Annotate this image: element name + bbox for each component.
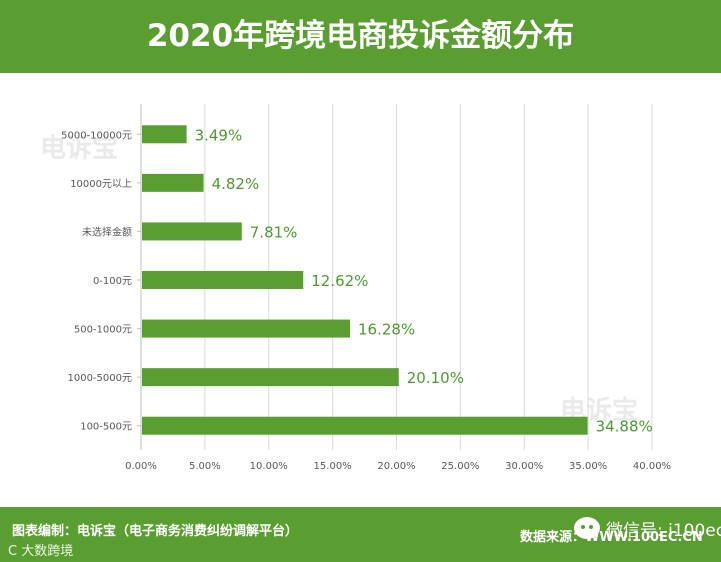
category-label: 500-1000元 bbox=[74, 325, 132, 336]
category-label: 100-500元 bbox=[80, 422, 132, 433]
chart-source-editor: 图表编制：电诉宝（电子商务消费纠纷调解平台） bbox=[12, 524, 299, 539]
category-label: 0-100元 bbox=[93, 276, 132, 287]
x-tick-label: 5.00% bbox=[189, 461, 221, 472]
category-label: 未选择金额 bbox=[82, 225, 132, 238]
wechat-badge: 微信号: i100ec bbox=[574, 516, 721, 541]
wechat-id: 微信号: i100ec bbox=[606, 520, 721, 541]
bar bbox=[142, 173, 204, 192]
x-tick-label: 30.00% bbox=[505, 461, 543, 472]
corner-watermark: C 大数跨境 bbox=[8, 544, 74, 559]
x-tick-label: 20.00% bbox=[377, 461, 415, 472]
value-label: 16.28% bbox=[358, 321, 415, 339]
x-tick-label: 40.00% bbox=[633, 461, 671, 472]
value-label: 3.49% bbox=[195, 126, 243, 144]
bar bbox=[142, 319, 350, 338]
page-title: 2020年跨境电商投诉金额分布 bbox=[146, 18, 575, 54]
value-label: 12.62% bbox=[311, 272, 368, 290]
value-label: 4.82% bbox=[212, 175, 260, 193]
header-band bbox=[0, 0, 721, 73]
data-source: 数据来源：WWW.100EC.CN bbox=[520, 530, 703, 545]
category-label: 1000-5000元 bbox=[67, 373, 132, 384]
x-tick-label: 10.00% bbox=[250, 461, 288, 472]
wechat-icon bbox=[574, 517, 600, 539]
bar-chart: 0.00% 5.00% 10.00% 15.00% 20.00% 25.00% 30.00%… bbox=[61, 104, 671, 472]
bar bbox=[142, 271, 304, 289]
category-label: 5000-10000元 bbox=[61, 130, 132, 141]
bar bbox=[142, 222, 242, 241]
footer-band bbox=[0, 507, 721, 562]
value-label: 20.10% bbox=[407, 369, 464, 387]
bar bbox=[142, 416, 588, 435]
bar bbox=[142, 125, 187, 144]
x-tick-label: 15.00% bbox=[314, 461, 352, 472]
value-label: 34.88% bbox=[596, 418, 653, 436]
category-label: 10000元以上 bbox=[70, 178, 132, 190]
x-tick-label: 35.00% bbox=[569, 461, 607, 472]
watermark-upper: 电诉宝 bbox=[40, 134, 119, 164]
x-tick-label: 25.00% bbox=[441, 461, 479, 472]
x-tick-label: 0.00% bbox=[125, 461, 157, 472]
bar bbox=[142, 368, 399, 387]
value-label: 7.81% bbox=[250, 223, 298, 241]
